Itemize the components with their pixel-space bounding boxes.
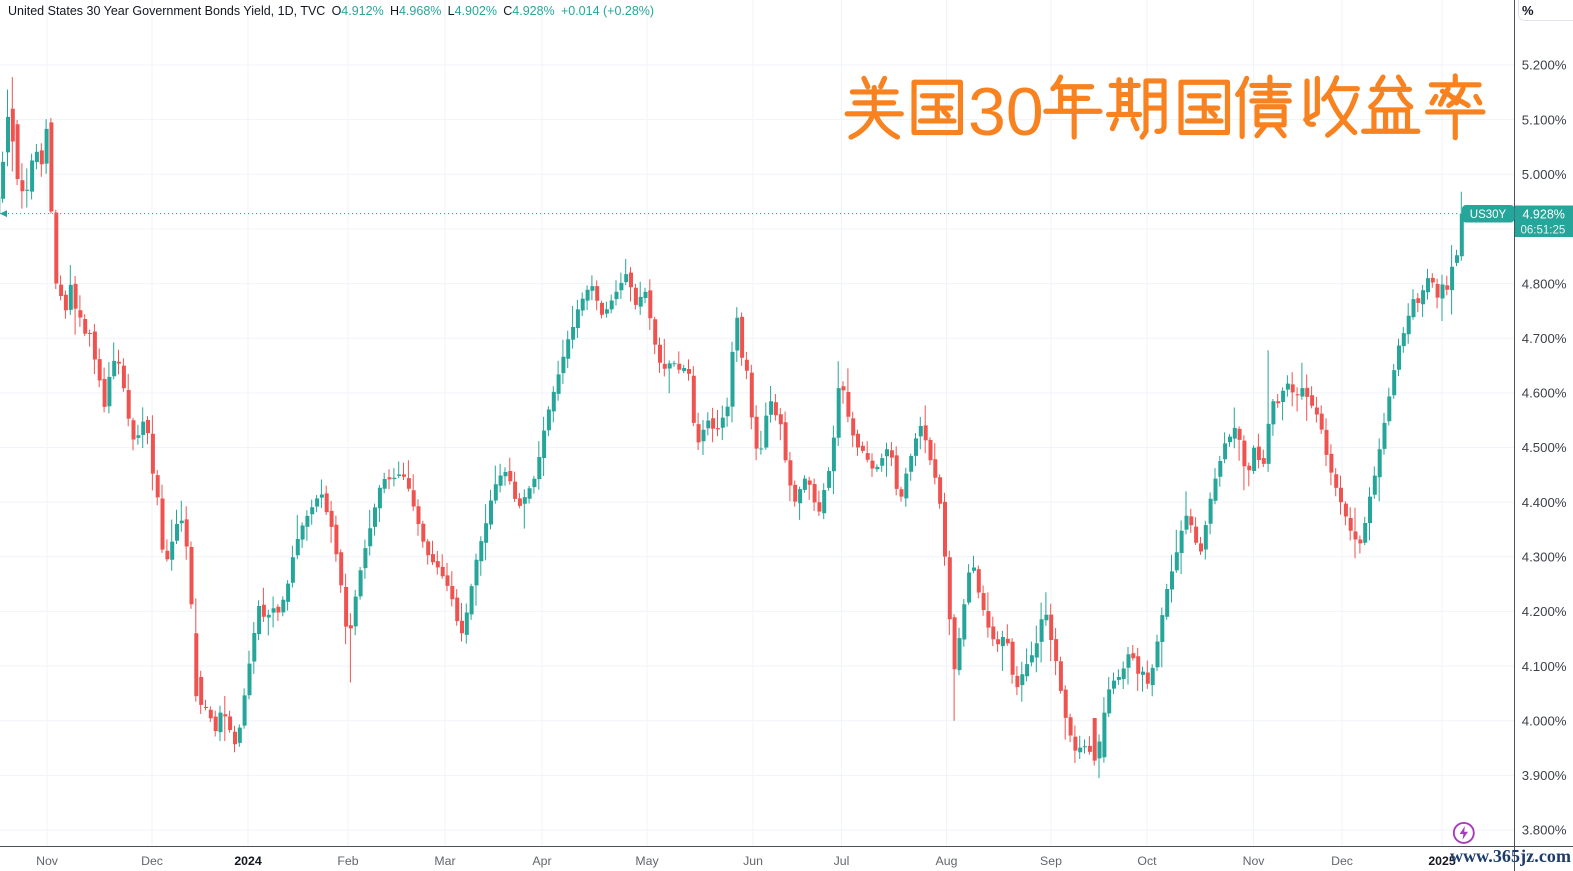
svg-text:Mar: Mar <box>434 854 455 868</box>
svg-text:4.800%: 4.800% <box>1522 276 1567 291</box>
svg-text:5.200%: 5.200% <box>1522 58 1567 73</box>
svg-text:Jun: Jun <box>743 854 763 868</box>
svg-text:30: 30 <box>968 74 1044 150</box>
svg-text:Apr: Apr <box>532 854 551 868</box>
svg-text:06:51:25: 06:51:25 <box>1521 225 1566 237</box>
svg-text:4.600%: 4.600% <box>1522 386 1567 401</box>
svg-text:www.365jz.com: www.365jz.com <box>1450 846 1571 866</box>
svg-text:Nov: Nov <box>36 854 59 868</box>
svg-text:4.400%: 4.400% <box>1522 495 1567 510</box>
svg-text:3.800%: 3.800% <box>1522 823 1567 838</box>
svg-text:US30Y: US30Y <box>1470 209 1507 221</box>
svg-text:Dec: Dec <box>141 854 163 868</box>
svg-text:5.100%: 5.100% <box>1522 112 1567 127</box>
svg-text:May: May <box>635 854 659 868</box>
svg-text:4.700%: 4.700% <box>1522 331 1567 346</box>
svg-text:Jul: Jul <box>834 854 850 868</box>
svg-text:4.300%: 4.300% <box>1522 550 1567 565</box>
svg-text:Aug: Aug <box>936 854 958 868</box>
svg-text:2025: 2025 <box>1428 854 1456 868</box>
svg-text:4.000%: 4.000% <box>1522 713 1567 728</box>
svg-text:4.200%: 4.200% <box>1522 604 1567 619</box>
svg-text:Feb: Feb <box>337 854 358 868</box>
svg-text:Sep: Sep <box>1040 854 1062 868</box>
svg-text:5.000%: 5.000% <box>1522 167 1567 182</box>
svg-text:4.500%: 4.500% <box>1522 440 1567 455</box>
svg-text:United States 30 Year Governme: United States 30 Year Government Bonds Y… <box>8 4 654 18</box>
svg-text:Oct: Oct <box>1137 854 1157 868</box>
svg-text:4.100%: 4.100% <box>1522 659 1567 674</box>
svg-text:2024: 2024 <box>234 854 262 868</box>
svg-text:3.900%: 3.900% <box>1522 768 1567 783</box>
svg-text:%: % <box>1522 3 1534 18</box>
svg-text:4.928%: 4.928% <box>1523 208 1565 222</box>
svg-text:Nov: Nov <box>1243 854 1266 868</box>
svg-text:Dec: Dec <box>1331 854 1353 868</box>
